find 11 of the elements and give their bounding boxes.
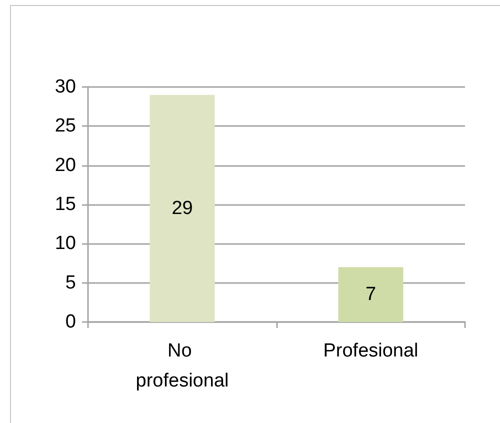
data-label: 7 <box>365 284 376 306</box>
x-tick-label: Profesional <box>323 340 418 362</box>
y-tick-label: 15 <box>54 194 76 215</box>
y-tick-label: 20 <box>54 154 76 176</box>
y-tick-label: 25 <box>54 116 76 137</box>
y-tick-label: 5 <box>65 272 76 294</box>
data-label: 29 <box>172 198 193 219</box>
y-tick-label: 10 <box>54 233 76 254</box>
y-tick-label: 0 <box>65 312 76 332</box>
y-tick-label: 30 <box>54 76 76 98</box>
x-tick-label: No profesional <box>136 340 229 392</box>
